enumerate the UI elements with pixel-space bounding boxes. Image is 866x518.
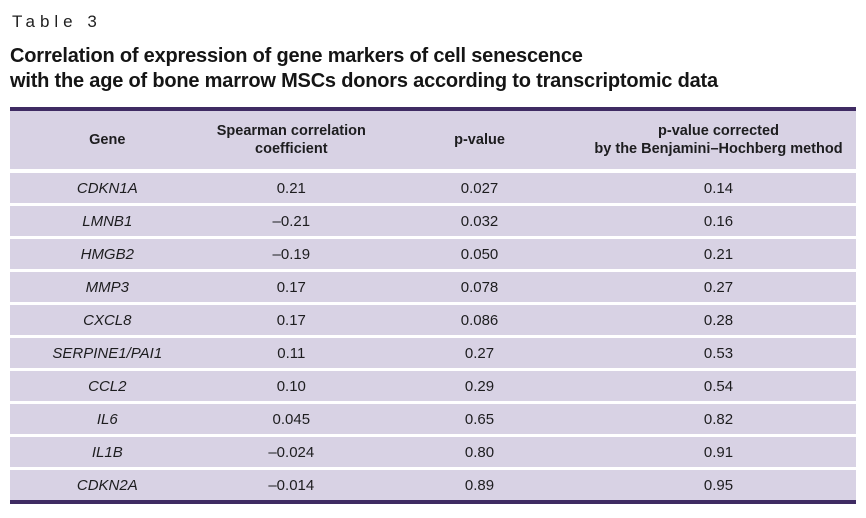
table-row: HMGB2 –0.19 0.050 0.21	[10, 239, 856, 269]
gene-name: SERPINE1/PAI1	[52, 344, 163, 362]
p-adjusted: 0.95	[703, 476, 734, 494]
spearman-value: 0.11	[277, 344, 306, 362]
p-adjusted: 0.53	[703, 344, 734, 362]
p-adjusted: 0.28	[703, 311, 734, 329]
spearman-value: –0.024	[268, 443, 315, 461]
p-value: 0.80	[464, 443, 495, 461]
gene-name: HMGB2	[80, 245, 134, 263]
p-value: 0.032	[460, 212, 499, 230]
table-title-line-1: Correlation of expression of gene marker…	[10, 45, 583, 67]
p-adjusted: 0.27	[703, 278, 734, 296]
p-adjusted: 0.21	[703, 245, 734, 263]
column-header-gene: Gene	[89, 131, 126, 148]
p-adjusted: 0.54	[703, 377, 734, 395]
p-value: 0.29	[464, 377, 495, 395]
table-row: CDKN1A 0.21 0.027 0.14	[10, 173, 856, 203]
p-value: 0.086	[460, 311, 499, 329]
column-header-spearman: Spearman correlation coefficient	[216, 122, 366, 157]
table-row: SERPINE1/PAI1 0.11 0.27 0.53	[10, 338, 856, 368]
spearman-value: 0.045	[272, 410, 311, 428]
table-row: CDKN2A –0.014 0.89 0.95	[10, 470, 856, 500]
spearman-value: 0.17	[276, 311, 306, 329]
table-title: Correlation of expression of gene marker…	[10, 44, 856, 94]
p-value: 0.89	[464, 476, 495, 494]
table-header-row: Gene Spearman correlation coefficient p-…	[10, 111, 856, 169]
gene-name: CXCL8	[83, 311, 132, 329]
p-value: 0.65	[464, 410, 495, 428]
gene-name: MMP3	[85, 278, 129, 296]
column-header-p-adjusted: p-value corrected by the Benjamini–Hochb…	[594, 122, 843, 157]
gene-name: IL6	[96, 410, 118, 428]
table-row: MMP3 0.17 0.078 0.27	[10, 272, 856, 302]
spearman-value: 0.17	[276, 278, 306, 296]
spearman-value: –0.19	[272, 245, 311, 263]
table-row: CXCL8 0.17 0.086 0.28	[10, 305, 856, 335]
table-row: IL1B –0.024 0.80 0.91	[10, 437, 856, 467]
gene-name: CDKN2A	[76, 476, 138, 494]
p-adjusted: 0.16	[703, 212, 734, 230]
table-row: IL6 0.045 0.65 0.82	[10, 404, 856, 434]
correlation-table: Gene Spearman correlation coefficient p-…	[10, 107, 856, 504]
p-adjusted: 0.91	[703, 443, 734, 461]
p-adjusted: 0.82	[703, 410, 734, 428]
table-title-line-2: with the age of bone marrow MSCs donors …	[10, 70, 718, 92]
gene-name: CDKN1A	[76, 179, 138, 197]
gene-name: IL1B	[91, 443, 123, 461]
p-value: 0.050	[460, 245, 499, 263]
spearman-value: –0.21	[272, 212, 311, 230]
spearman-value: 0.10	[276, 377, 306, 395]
column-header-p-value: p-value	[454, 131, 505, 148]
p-value: 0.078	[460, 278, 499, 296]
p-value: 0.27	[464, 344, 495, 362]
p-adjusted: 0.14	[703, 179, 734, 197]
p-value: 0.027	[460, 179, 499, 197]
gene-name: LMNB1	[82, 212, 133, 230]
spearman-value: 0.21	[276, 179, 306, 197]
table-row: CCL2 0.10 0.29 0.54	[10, 371, 856, 401]
table-row: LMNB1 –0.21 0.032 0.16	[10, 206, 856, 236]
table-label: Table 3	[12, 12, 102, 31]
spearman-value: –0.014	[268, 476, 315, 494]
gene-name: CCL2	[88, 377, 127, 395]
